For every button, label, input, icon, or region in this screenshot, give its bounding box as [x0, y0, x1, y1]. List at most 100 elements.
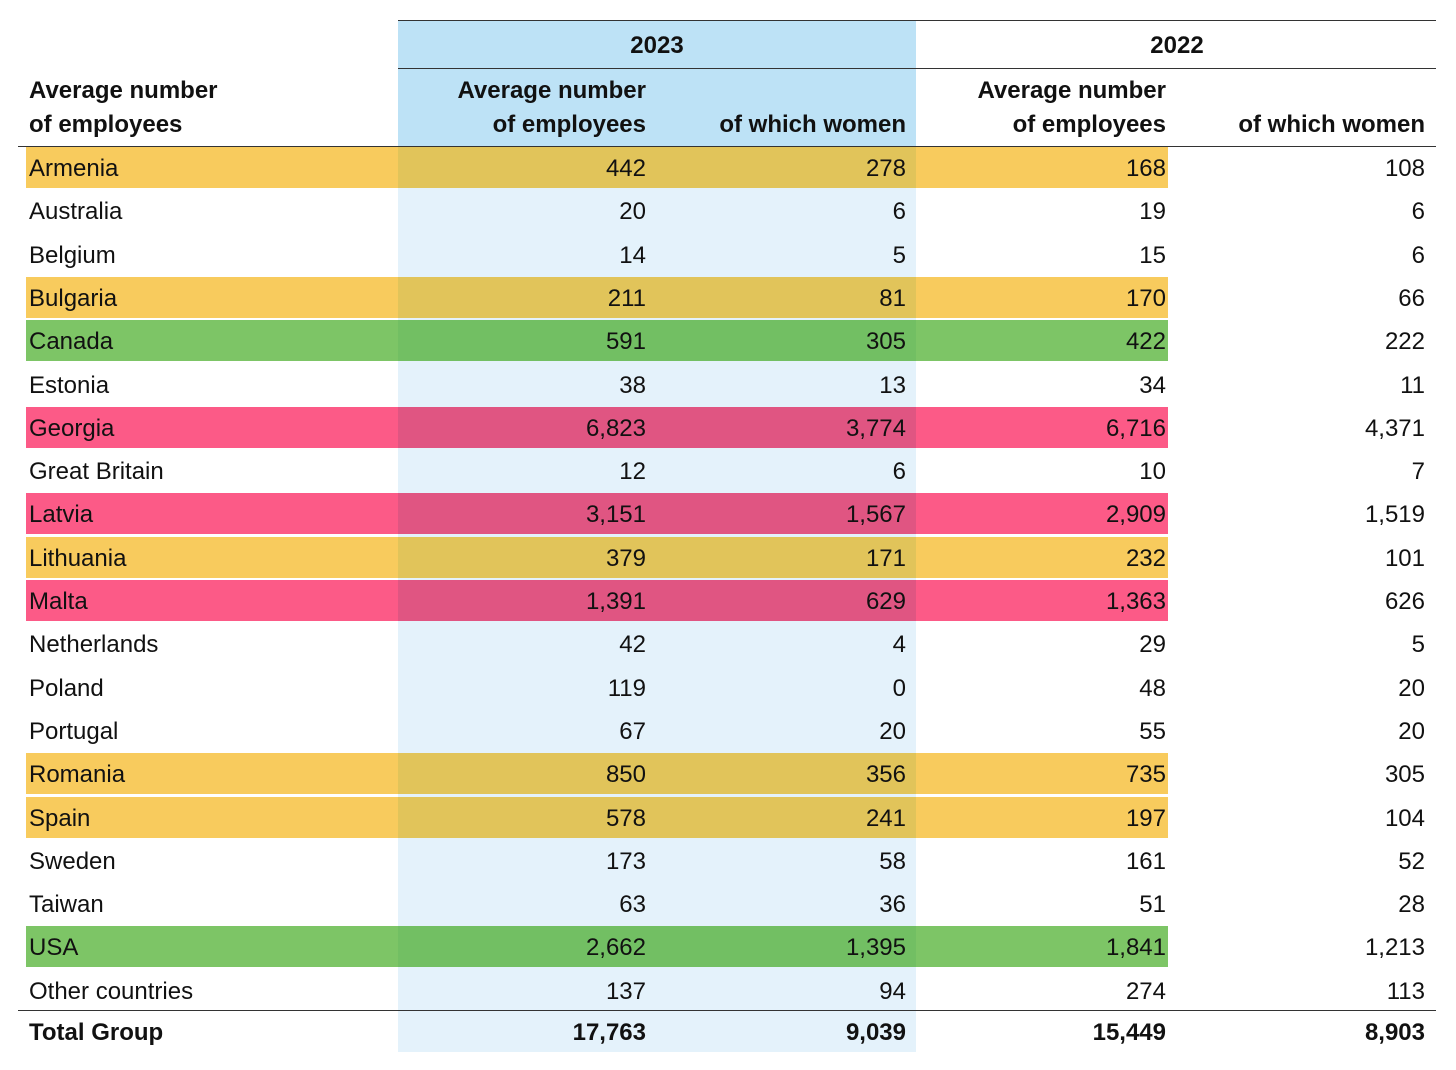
total-label: Total Group [29, 1019, 164, 1046]
header-avg-2023-line1: Average number [457, 77, 646, 104]
avg-employees-2023: 42 [619, 631, 646, 659]
total-rule [18, 1010, 1436, 1011]
avg-employees-2023: 211 [607, 284, 646, 312]
avg-employees-2022: 29 [1139, 631, 1166, 659]
country-name: Lithuania [29, 544, 127, 572]
country-name: Spain [29, 804, 91, 832]
country-name: Poland [29, 674, 104, 702]
women-2022: 104 [1384, 804, 1425, 832]
avg-employees-2022: 6,716 [1105, 414, 1166, 442]
total-women-2022: 8,903 [1364, 1019, 1425, 1046]
country-name: USA [29, 934, 79, 962]
header-avg-2022-line1: Average number [977, 77, 1166, 104]
highlight-2022 [916, 320, 1168, 362]
highlight-name [26, 926, 398, 968]
women-2023: 58 [879, 847, 906, 875]
header-avg-2022: Average number of employees [918, 74, 1166, 142]
avg-employees-2022: 161 [1125, 847, 1166, 875]
avg-employees-2023: 14 [619, 241, 646, 269]
country-name: Estonia [29, 371, 110, 399]
avg-employees-2023: 3,151 [585, 501, 646, 529]
table-row: Canada 591 305 422 222 [18, 320, 1436, 363]
header-women-2023: of which women [658, 74, 906, 142]
avg-employees-2022: 1,363 [1105, 588, 1166, 615]
avg-employees-2023: 12 [619, 458, 646, 486]
column-2023-background [398, 20, 916, 1052]
women-2023: 81 [879, 284, 906, 312]
women-2023: 4 [892, 631, 906, 659]
table-row: Estonia 38 13 34 11 [18, 364, 1436, 407]
avg-employees-2022: 19 [1139, 198, 1166, 226]
women-2023: 171 [865, 544, 906, 572]
women-2022: 5 [1411, 631, 1425, 659]
header-women-2023-label: of which women [719, 111, 906, 138]
women-2023: 5 [892, 241, 906, 269]
corner-header: Average number of employees [29, 74, 218, 142]
country-name: Latvia [29, 501, 94, 529]
header-women-2022: of which women [1178, 74, 1425, 142]
women-2023: 20 [879, 717, 906, 745]
highlight-2022 [916, 753, 1168, 795]
highlight-name [26, 580, 398, 621]
women-2023: 1,395 [845, 934, 906, 962]
avg-employees-2023: 442 [605, 155, 646, 182]
avg-employees-2023: 591 [605, 328, 646, 356]
highlight-2022 [916, 406, 1168, 448]
year-2023-header-background [398, 20, 916, 146]
women-2022: 108 [1384, 155, 1425, 182]
avg-employees-2022: 2,909 [1105, 501, 1166, 529]
highlight-name [26, 493, 398, 535]
highlight-2022 [916, 493, 1168, 535]
highlight-2022 [916, 580, 1168, 621]
women-2023: 629 [865, 588, 906, 615]
avg-employees-2023: 137 [605, 977, 646, 1005]
women-2023: 241 [865, 804, 906, 832]
country-name: Belgium [29, 241, 116, 269]
country-name: Sweden [29, 847, 116, 875]
women-2022: 305 [1384, 761, 1425, 789]
total-row: Total Group 17,763 9,039 15,449 8,903 [18, 1011, 1436, 1054]
header-bottom-rule [18, 146, 1436, 147]
highlight-2023 [398, 406, 916, 448]
highlight-2023 [398, 753, 916, 795]
year-2022-label: 2022 [1150, 32, 1204, 59]
country-name: Bulgaria [29, 284, 118, 312]
total-avg-2022: 15,449 [1092, 1019, 1166, 1046]
women-2022: 20 [1398, 674, 1425, 702]
highlight-2023 [398, 580, 916, 621]
table-row: Lithuania 379 171 232 101 [18, 536, 1436, 580]
corner-header-line1: Average number [29, 77, 218, 104]
avg-employees-2023: 2,662 [585, 934, 646, 962]
country-name: Malta [29, 588, 88, 615]
women-2023: 278 [865, 155, 906, 182]
women-2023: 0 [892, 674, 906, 702]
women-2022: 1,519 [1364, 501, 1425, 529]
header-avg-2022-line2: of employees [1012, 111, 1166, 138]
table-row: Other countries 137 94 274 113 [18, 970, 1436, 1013]
avg-employees-2022: 34 [1139, 371, 1166, 399]
table-row: Malta 1,391 629 1,363 626 [18, 580, 1436, 623]
highlight-2023 [398, 320, 916, 362]
women-2023: 6 [892, 458, 906, 486]
table-row: Spain 578 241 197 104 [18, 796, 1436, 840]
women-2023: 356 [865, 761, 906, 789]
highlight-2023 [398, 147, 916, 188]
women-2023: 94 [879, 977, 906, 1005]
header-women-2022-label: of which women [1238, 111, 1425, 138]
table-row: Armenia 442 278 168 108 [18, 147, 1436, 190]
women-2022: 101 [1384, 544, 1425, 572]
highlight-name [26, 320, 398, 362]
avg-employees-2022: 274 [1125, 977, 1166, 1005]
country-name: Romania [29, 761, 126, 789]
table-row: Taiwan 63 36 51 28 [18, 883, 1436, 926]
highlight-name [26, 796, 398, 838]
avg-employees-2023: 578 [605, 804, 646, 832]
header-avg-2023-line2: of employees [492, 111, 646, 138]
table-row: Australia 20 6 19 6 [18, 190, 1436, 233]
table-row: Latvia 3,151 1,567 2,909 1,519 [18, 493, 1436, 536]
country-name: Georgia [29, 414, 115, 442]
highlight-2022 [916, 536, 1168, 578]
women-2022: 11 [1400, 371, 1425, 399]
women-2022: 7 [1411, 458, 1425, 486]
table-row: Poland 119 0 48 20 [18, 667, 1436, 710]
